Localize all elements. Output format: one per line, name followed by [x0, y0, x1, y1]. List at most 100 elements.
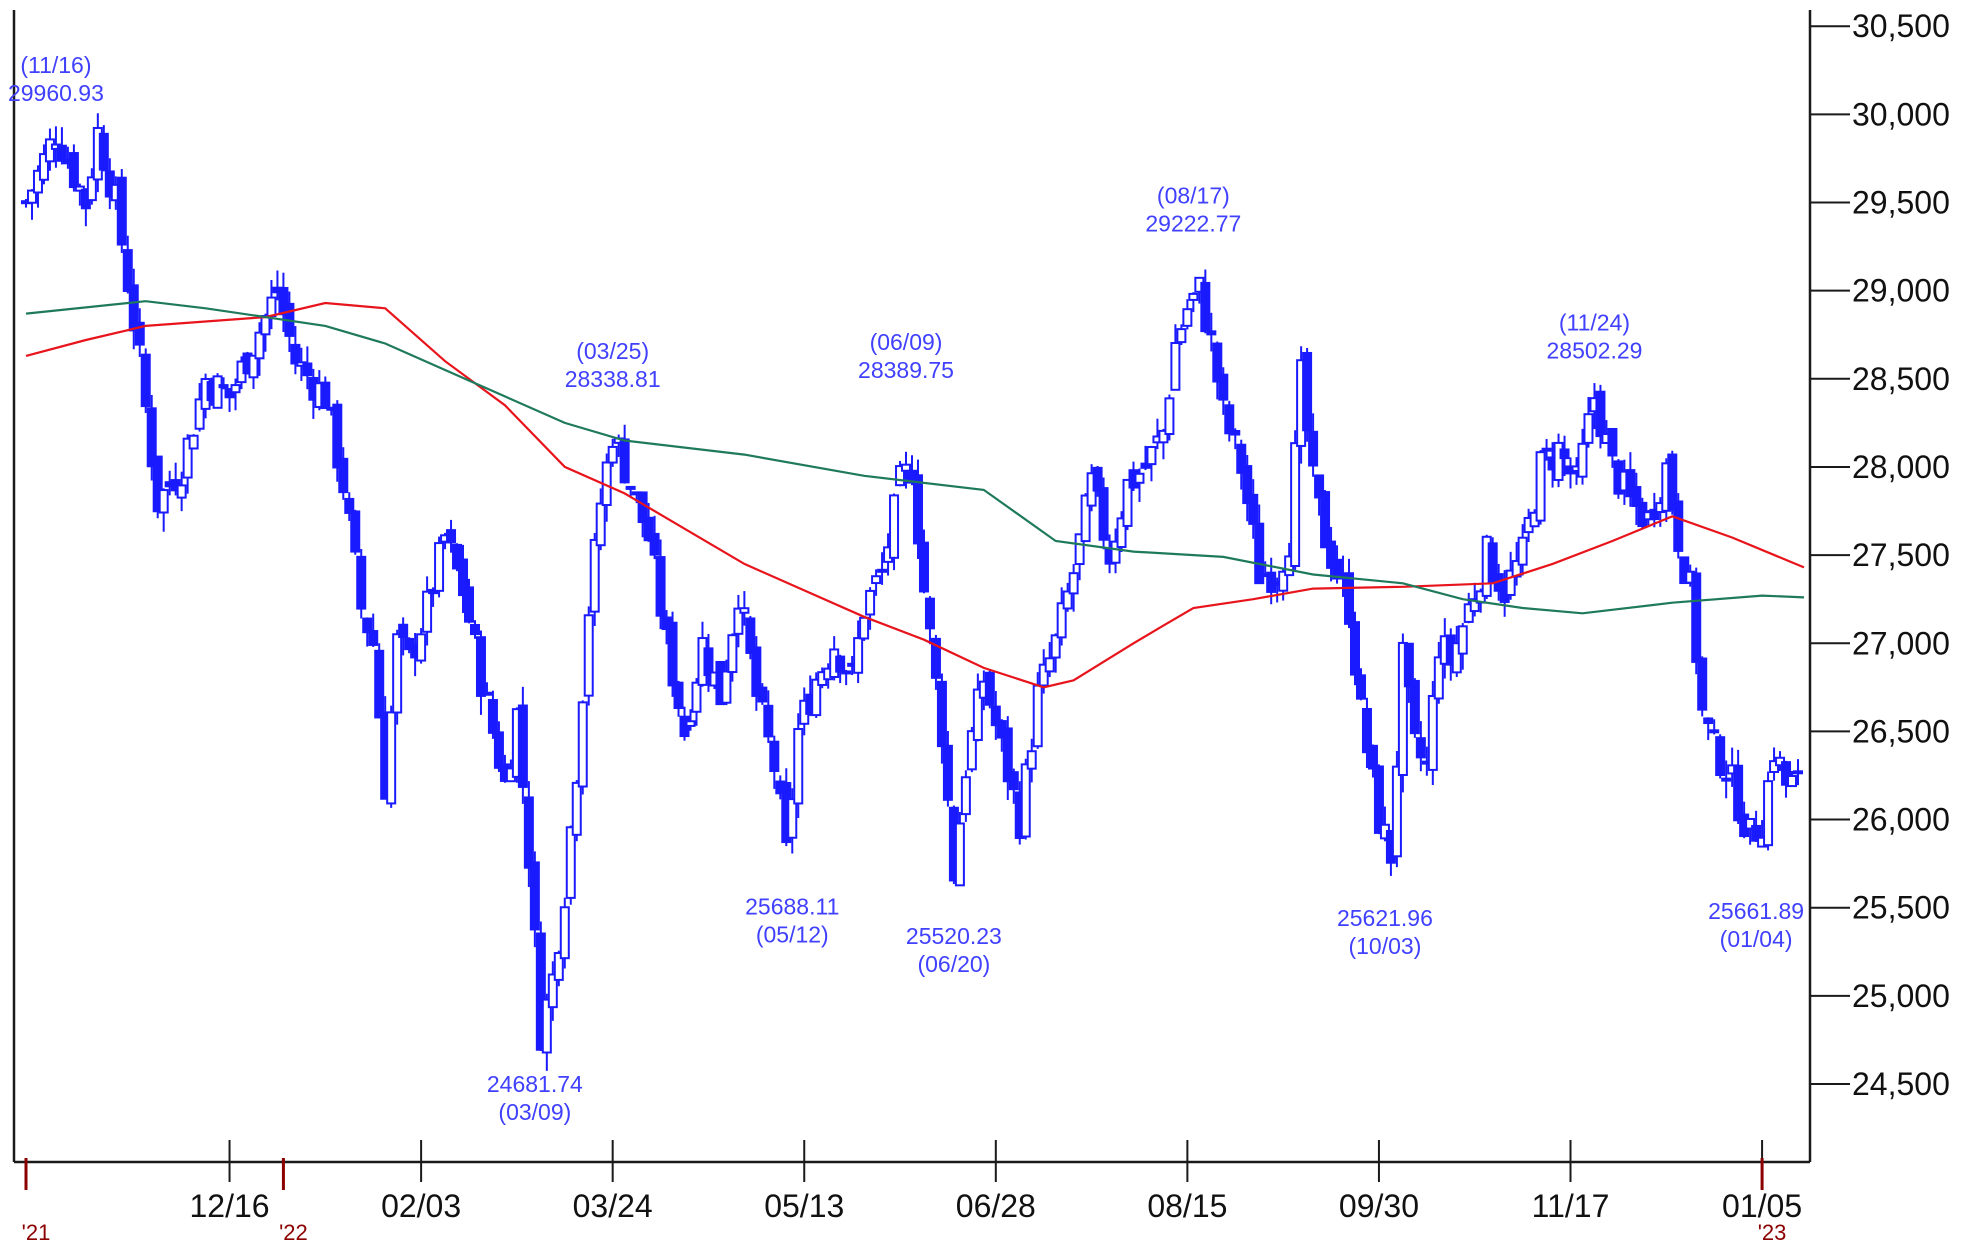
annotation-value: 25520.23	[906, 923, 1002, 949]
candle-body	[290, 343, 301, 365]
candle-body	[1146, 446, 1157, 466]
annotation-date: (06/09)	[870, 329, 943, 355]
candle-body	[685, 720, 696, 727]
candle-body	[487, 699, 498, 734]
candle-body	[1607, 427, 1618, 457]
annotation-value: 24681.74	[487, 1071, 583, 1097]
candle-body	[416, 633, 427, 662]
candle-body	[655, 556, 666, 617]
candle-body	[1290, 442, 1301, 567]
candle-body	[176, 484, 187, 499]
candle-body	[368, 630, 379, 646]
candle-body	[1278, 570, 1289, 592]
x-tick-label: 01/05	[1722, 1188, 1802, 1224]
candle-body	[344, 497, 355, 514]
y-tick-label: 30,000	[1852, 96, 1950, 132]
candle-body	[320, 381, 331, 410]
moving-average-red	[25, 301, 1805, 689]
candle-body	[1080, 494, 1091, 543]
candle-body	[595, 502, 606, 547]
candle-body	[745, 617, 756, 654]
moving-average-layer	[25, 300, 1805, 689]
candle-body	[1409, 679, 1420, 735]
x-tick-label: 02/03	[381, 1188, 461, 1224]
candle-body	[1463, 603, 1474, 623]
candle-body	[643, 516, 654, 542]
candle-body	[481, 691, 492, 696]
candle-body	[577, 701, 588, 788]
candle-body	[248, 354, 259, 379]
candle-body	[218, 384, 229, 389]
candle-body	[1314, 474, 1325, 499]
candle-body	[793, 728, 804, 805]
y-tick-label: 27,000	[1852, 625, 1950, 661]
candle-body	[1559, 448, 1570, 460]
candle-body	[392, 633, 403, 714]
candle-body	[877, 568, 888, 573]
candle-body	[1487, 542, 1498, 583]
candle-body	[571, 781, 582, 836]
candle-body	[751, 646, 762, 697]
candle-body	[763, 704, 774, 738]
annotation-date: (10/03)	[1348, 933, 1421, 959]
candle-body	[260, 315, 271, 336]
candle-body	[74, 185, 85, 192]
candle-body	[990, 705, 1001, 727]
candle-body	[1122, 478, 1133, 527]
candle-body	[1188, 292, 1199, 301]
candle-body	[787, 798, 798, 839]
candle-body	[769, 740, 780, 772]
candle-body	[1068, 572, 1079, 595]
year-label: '22	[279, 1220, 308, 1243]
candle-body	[966, 730, 977, 771]
candle-body	[332, 403, 343, 469]
x-tick-label: 03/24	[573, 1188, 653, 1224]
candle-body	[1116, 517, 1127, 549]
y-tick-label: 30,500	[1852, 8, 1950, 44]
candle-body	[1164, 397, 1175, 436]
candle-body	[1793, 770, 1803, 775]
candle-body	[422, 590, 433, 633]
candle-body	[1176, 328, 1187, 344]
candle-body	[140, 353, 151, 408]
candle-body	[1062, 590, 1073, 610]
candle-body	[1709, 729, 1720, 734]
candle-body	[1092, 466, 1103, 492]
candle-body	[1631, 486, 1642, 508]
annotation-date: (03/25)	[576, 338, 649, 364]
candle-body	[930, 637, 941, 679]
candle-body	[727, 634, 738, 674]
candle-body	[1134, 472, 1145, 484]
y-tick-label: 27,500	[1852, 537, 1950, 573]
candle-body	[1457, 625, 1468, 655]
candle-body	[889, 494, 900, 559]
candle-body	[1703, 717, 1714, 725]
candle-body	[1649, 508, 1660, 521]
candle-body	[691, 681, 702, 713]
candle-body	[452, 543, 463, 570]
candle-body	[1008, 771, 1019, 791]
candle-body	[811, 678, 822, 717]
candle-body	[1667, 453, 1678, 511]
x-axis: 12/16 02/03 03/24 05/13 06/28 08/15 09/30 11/17…	[22, 1140, 1802, 1243]
candle-body	[338, 457, 349, 494]
x-tick-label: 06/28	[956, 1188, 1036, 1224]
candle-body	[853, 637, 864, 674]
candle-body	[757, 686, 768, 703]
candle-body	[1158, 429, 1169, 444]
annotation-date: (11/24)	[1559, 309, 1630, 335]
candle-body	[1182, 308, 1193, 327]
candle-body	[493, 731, 504, 769]
candle-body	[1308, 430, 1319, 467]
candle-body	[152, 455, 163, 513]
candle-body	[1427, 695, 1438, 771]
candle-body	[1733, 764, 1744, 822]
candle-body	[1110, 540, 1121, 564]
candle-body	[1781, 761, 1792, 786]
candle-body	[302, 362, 313, 377]
candle-body	[446, 529, 457, 544]
candle-body	[32, 169, 43, 194]
candle-body	[386, 711, 397, 805]
candle-body	[1038, 663, 1049, 687]
